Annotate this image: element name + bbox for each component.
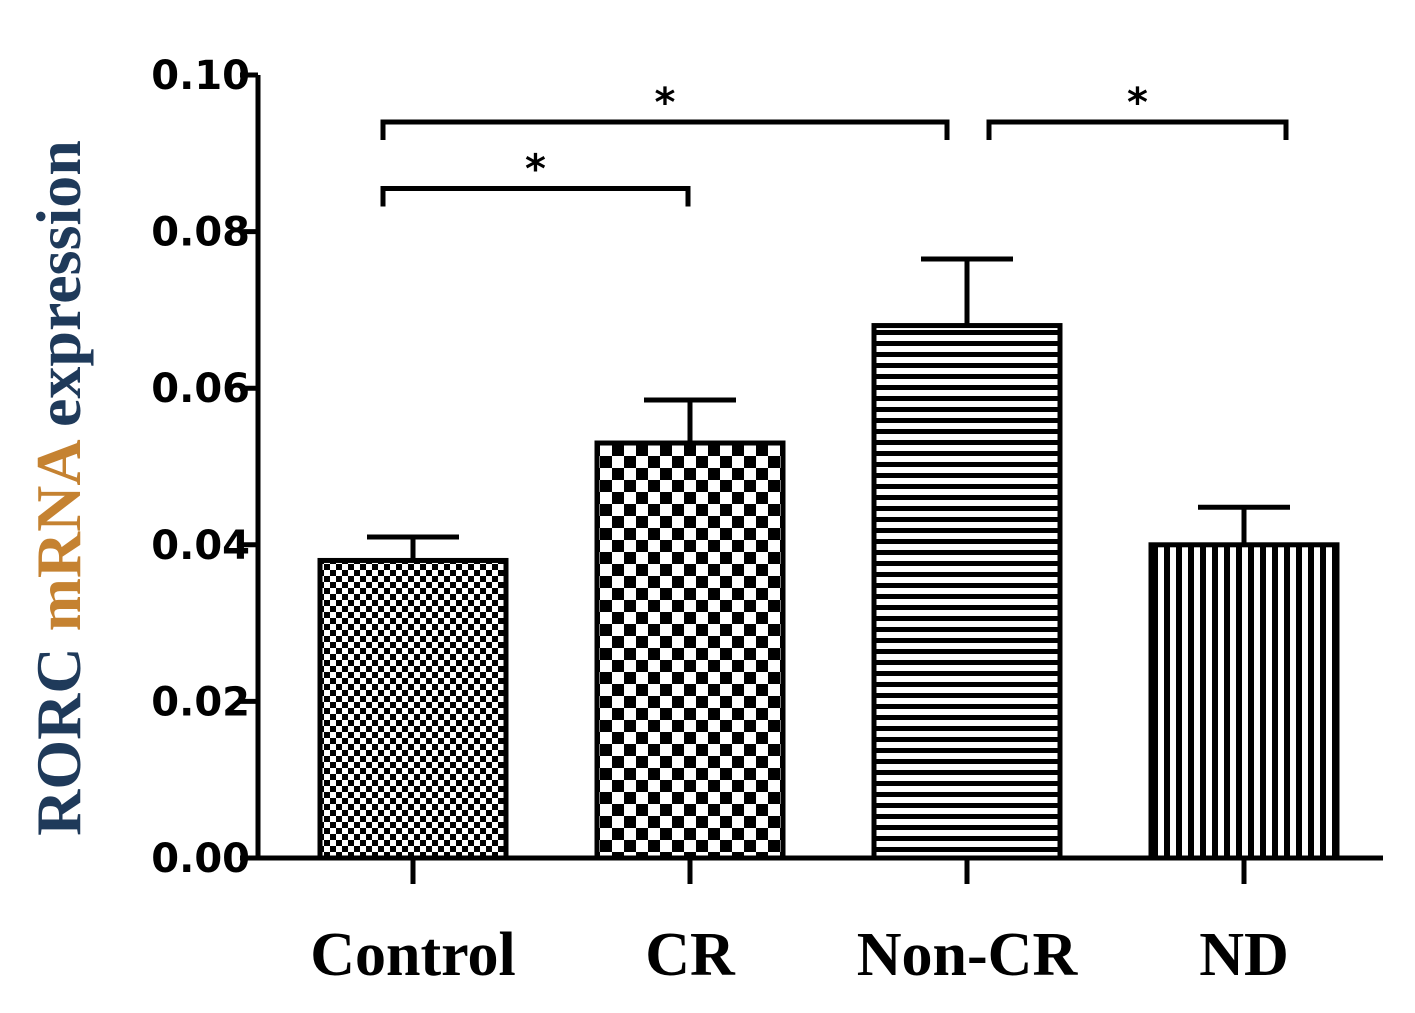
y-axis-title-part: mRNA xyxy=(23,427,94,631)
significance-bracket xyxy=(380,186,691,207)
significance-bracket xyxy=(986,119,1289,140)
bar-non-cr xyxy=(871,323,1063,861)
category-label: Control xyxy=(310,921,516,989)
y-axis-title: RORC mRNA expression xyxy=(23,140,94,836)
axes: 0.00 0.02 0.04 0.06 0.08 0.10 xyxy=(151,53,1383,884)
significance-bracket xyxy=(380,119,950,140)
significance-brackets: * * * xyxy=(380,80,1289,207)
y-axis-title-part: RORC xyxy=(23,631,94,835)
y-tick-label: 0.08 xyxy=(151,210,250,256)
category-label: CR xyxy=(645,921,736,989)
y-axis-title-part: expression xyxy=(23,140,94,427)
significance-star: * xyxy=(525,147,546,193)
bars xyxy=(317,323,1340,861)
bar-control xyxy=(317,557,509,861)
y-axis-title-group: RORC mRNA expression xyxy=(23,140,94,836)
x-tick-labels: Control CR Non-CR ND xyxy=(310,921,1289,989)
bar-nd xyxy=(1148,542,1340,861)
y-tick-label: 0.06 xyxy=(151,366,250,412)
bar-cr xyxy=(594,440,786,861)
y-tick-label: 0.04 xyxy=(151,523,250,569)
y-tick-label: 0.00 xyxy=(151,836,250,882)
category-label: ND xyxy=(1199,921,1289,989)
category-label: Non-CR xyxy=(857,921,1079,989)
y-tick-label: 0.10 xyxy=(151,53,250,99)
significance-star: * xyxy=(655,80,676,126)
y-tick-label: 0.02 xyxy=(151,679,250,725)
error-bars xyxy=(367,256,1290,561)
significance-star: * xyxy=(1127,80,1148,126)
